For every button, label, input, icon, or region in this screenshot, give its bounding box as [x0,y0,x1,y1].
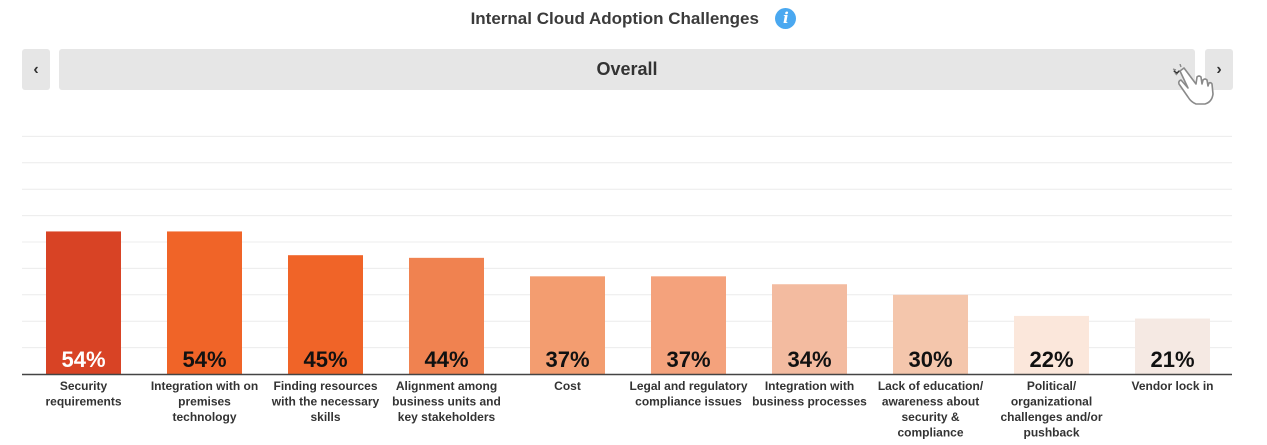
bar-value-label: 54% [61,347,105,372]
bar[interactable] [893,294,968,374]
bar-value-label: 30% [908,347,952,372]
bar[interactable] [772,284,847,374]
category-label: Cost [554,379,581,393]
chevron-right-icon: › [1216,61,1222,78]
category-label: Integration with on premises technology [151,379,258,424]
bar[interactable] [288,255,363,374]
bar[interactable] [651,276,726,374]
chart-title-row: Internal Cloud Adoption Challenges i [0,8,1267,32]
bar[interactable] [530,276,605,374]
bar-value-label: 54% [182,347,226,372]
hand-pointer-icon [1172,64,1214,105]
category-label: Lack of education/awareness about securit… [878,379,984,440]
category-label: Finding resources with the necessary skill… [271,379,380,424]
category-label: Political/organizational challenges and/o… [1000,379,1102,440]
category-label: Security requirements [45,379,121,409]
chevron-left-icon: ‹ [33,61,39,78]
category-label: Vendor lock in [1131,379,1213,393]
bar[interactable] [167,231,242,374]
info-icon[interactable]: i [775,8,797,29]
chart-title: Internal Cloud Adoption Challenges [470,8,759,28]
bar[interactable] [46,231,121,374]
previous-button[interactable]: ‹ [22,49,50,90]
bar[interactable] [409,257,484,374]
bar-value-label: 37% [666,347,710,372]
bar-value-label: 45% [303,347,347,372]
bar-value-label: 34% [787,347,831,372]
bar[interactable] [1135,318,1210,374]
bar-value-label: 37% [545,347,589,372]
category-label: Integration with business processes [752,379,867,409]
bar-value-label: 44% [424,347,468,372]
bar-value-label: 22% [1029,347,1073,372]
bar[interactable] [1014,315,1089,374]
category-label: Alignment among business units and key sta… [392,379,501,424]
bar-value-label: 21% [1150,347,1194,372]
dropdown-selected-value: Overall [596,59,658,79]
segment-dropdown[interactable]: Overall ⌄ [59,49,1195,90]
category-label: Legal and regulatory compliance issues [629,379,747,409]
